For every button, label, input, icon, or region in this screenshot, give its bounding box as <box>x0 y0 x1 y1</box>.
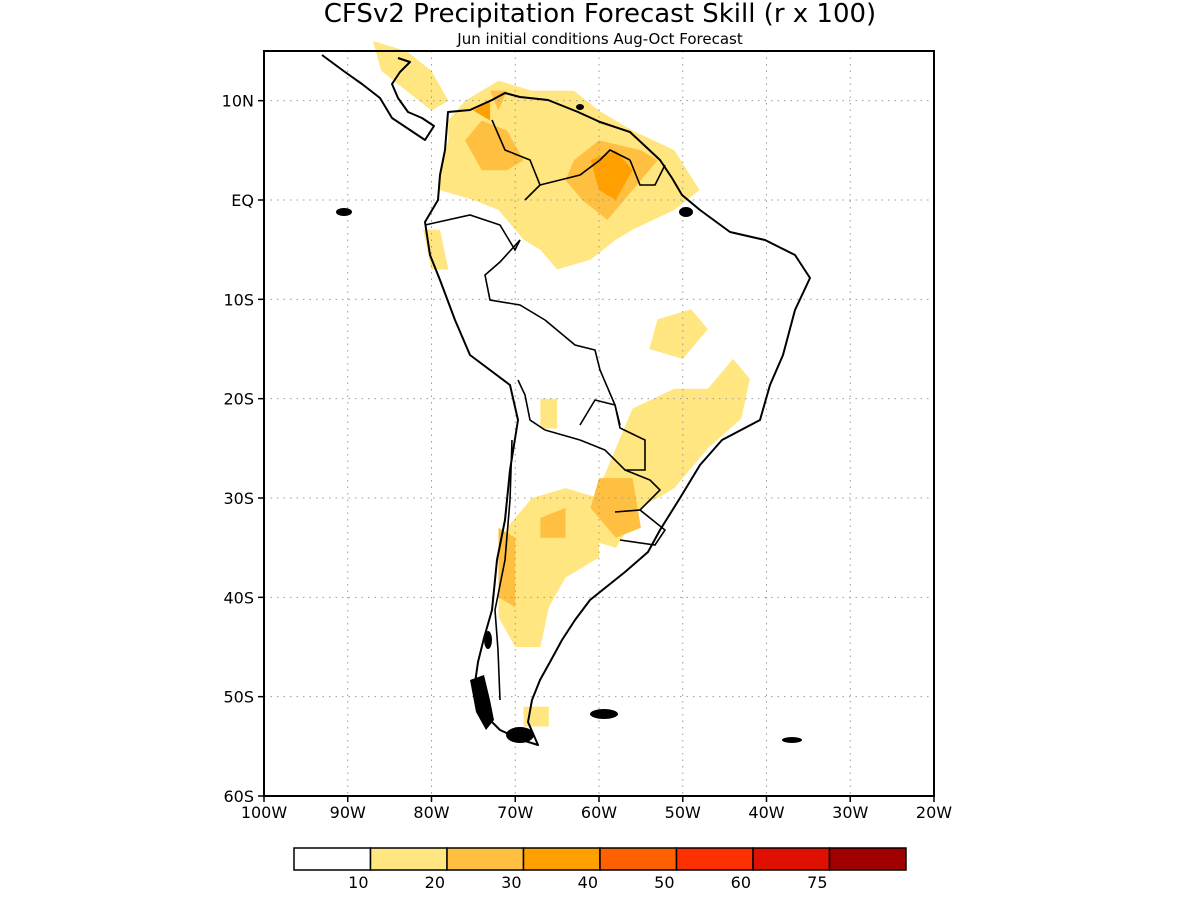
falkland-islands <box>590 709 618 719</box>
border-argentina-brazil <box>624 469 662 511</box>
colorbar-swatch <box>446 847 525 871</box>
lon-tick-label: 100W <box>241 803 288 822</box>
marajo-island <box>679 207 693 217</box>
border-argentina-chile <box>494 439 513 701</box>
border-peru-brazil <box>484 239 546 321</box>
skill-region-colombia-peak <box>473 100 491 121</box>
colorbar-swatch <box>828 847 907 871</box>
lon-tick-label: 20W <box>916 803 952 822</box>
border-colombia-venezuela <box>491 119 541 201</box>
lat-tick-label: EQ <box>231 191 254 210</box>
colorbar: 10 20 30 40 50 60 75 <box>293 847 907 892</box>
skill-region-ecuador-peru-coast <box>423 229 449 270</box>
skill-region-paraguay-core <box>590 478 641 538</box>
skill-region-chaco <box>540 398 558 429</box>
skill-region-pampa-core <box>540 507 566 538</box>
map-subtitle: Jun initial conditions Aug-Oct Forecast <box>456 30 743 48</box>
colorbar-label: 60 <box>731 873 751 892</box>
border-venezuela-brazil <box>539 149 631 186</box>
country-borders <box>424 119 667 701</box>
skill-region-argentina <box>498 488 599 647</box>
graticule <box>264 51 934 796</box>
skill-region-colombia-core <box>465 120 524 171</box>
colorbar-label: 75 <box>807 873 827 892</box>
lon-tick-label: 50W <box>665 803 701 822</box>
lon-tick-label: 60W <box>581 803 617 822</box>
chiloe-island <box>484 631 492 649</box>
map-panel: 100W 90W 80W 70W 60W 50W 40W 30W 20W 10N EQ 10S 20S 3… <box>222 41 953 822</box>
colorbar-label: 10 <box>348 873 368 892</box>
patagonian-archipelago <box>470 675 494 730</box>
skill-shading <box>372 41 750 727</box>
lat-tick-label: 60S <box>223 787 254 806</box>
lat-tick-label: 10N <box>222 92 254 111</box>
colorbar-label: 50 <box>654 873 674 892</box>
lon-tick-label: 90W <box>330 803 366 822</box>
lat-tick-label: 30S <box>223 489 254 508</box>
skill-region-central-america <box>372 41 449 111</box>
border-uruguay <box>614 509 667 546</box>
lon-tick-label: 70W <box>497 803 533 822</box>
colorbar-swatch <box>675 847 754 871</box>
colorbar-label: 40 <box>578 873 598 892</box>
border-colombia-peru <box>424 214 521 252</box>
skill-region-guiana-peak <box>590 150 633 200</box>
skill-region-andes-core <box>498 527 516 608</box>
axis-ticks: 100W 90W 80W 70W 60W 50W 40W 30W 20W 10N EQ 10S 20S 3… <box>222 92 953 822</box>
galapagos-islands <box>336 208 352 216</box>
border-argentina-bolivia <box>544 429 581 441</box>
colorbar-swatch <box>522 847 601 871</box>
lon-tick-label: 40W <box>748 803 784 822</box>
coastlines <box>321 54 811 746</box>
colorbar-swatch <box>369 847 448 871</box>
coastline-central-america <box>321 54 435 141</box>
south-georgia <box>782 737 802 743</box>
skill-region-central-brazil <box>649 309 708 359</box>
border-bolivia-chile <box>517 379 546 431</box>
lat-tick-label: 40S <box>223 588 254 607</box>
colorbar-swatch <box>599 847 678 871</box>
map-title: CFSv2 Precipitation Forecast Skill (r x … <box>324 0 876 29</box>
trinidad <box>576 104 584 110</box>
lon-tick-label: 80W <box>413 803 449 822</box>
colorbar-label: 20 <box>425 873 445 892</box>
colorbar-swatch <box>752 847 831 871</box>
tierra-del-fuego-island <box>506 727 534 743</box>
lon-tick-label: 30W <box>832 803 868 822</box>
lat-tick-label: 50S <box>223 688 254 707</box>
border-guianas <box>629 159 666 186</box>
skill-region-tierra-del-fuego <box>523 706 549 727</box>
border-paraguay <box>579 399 646 471</box>
lat-tick-label: 10S <box>223 290 254 309</box>
lat-tick-label: 20S <box>223 390 254 409</box>
islands <box>336 104 802 743</box>
colorbar-swatch <box>293 847 372 871</box>
coastline-south-america <box>424 92 811 746</box>
colorbar-label: 30 <box>501 873 521 892</box>
